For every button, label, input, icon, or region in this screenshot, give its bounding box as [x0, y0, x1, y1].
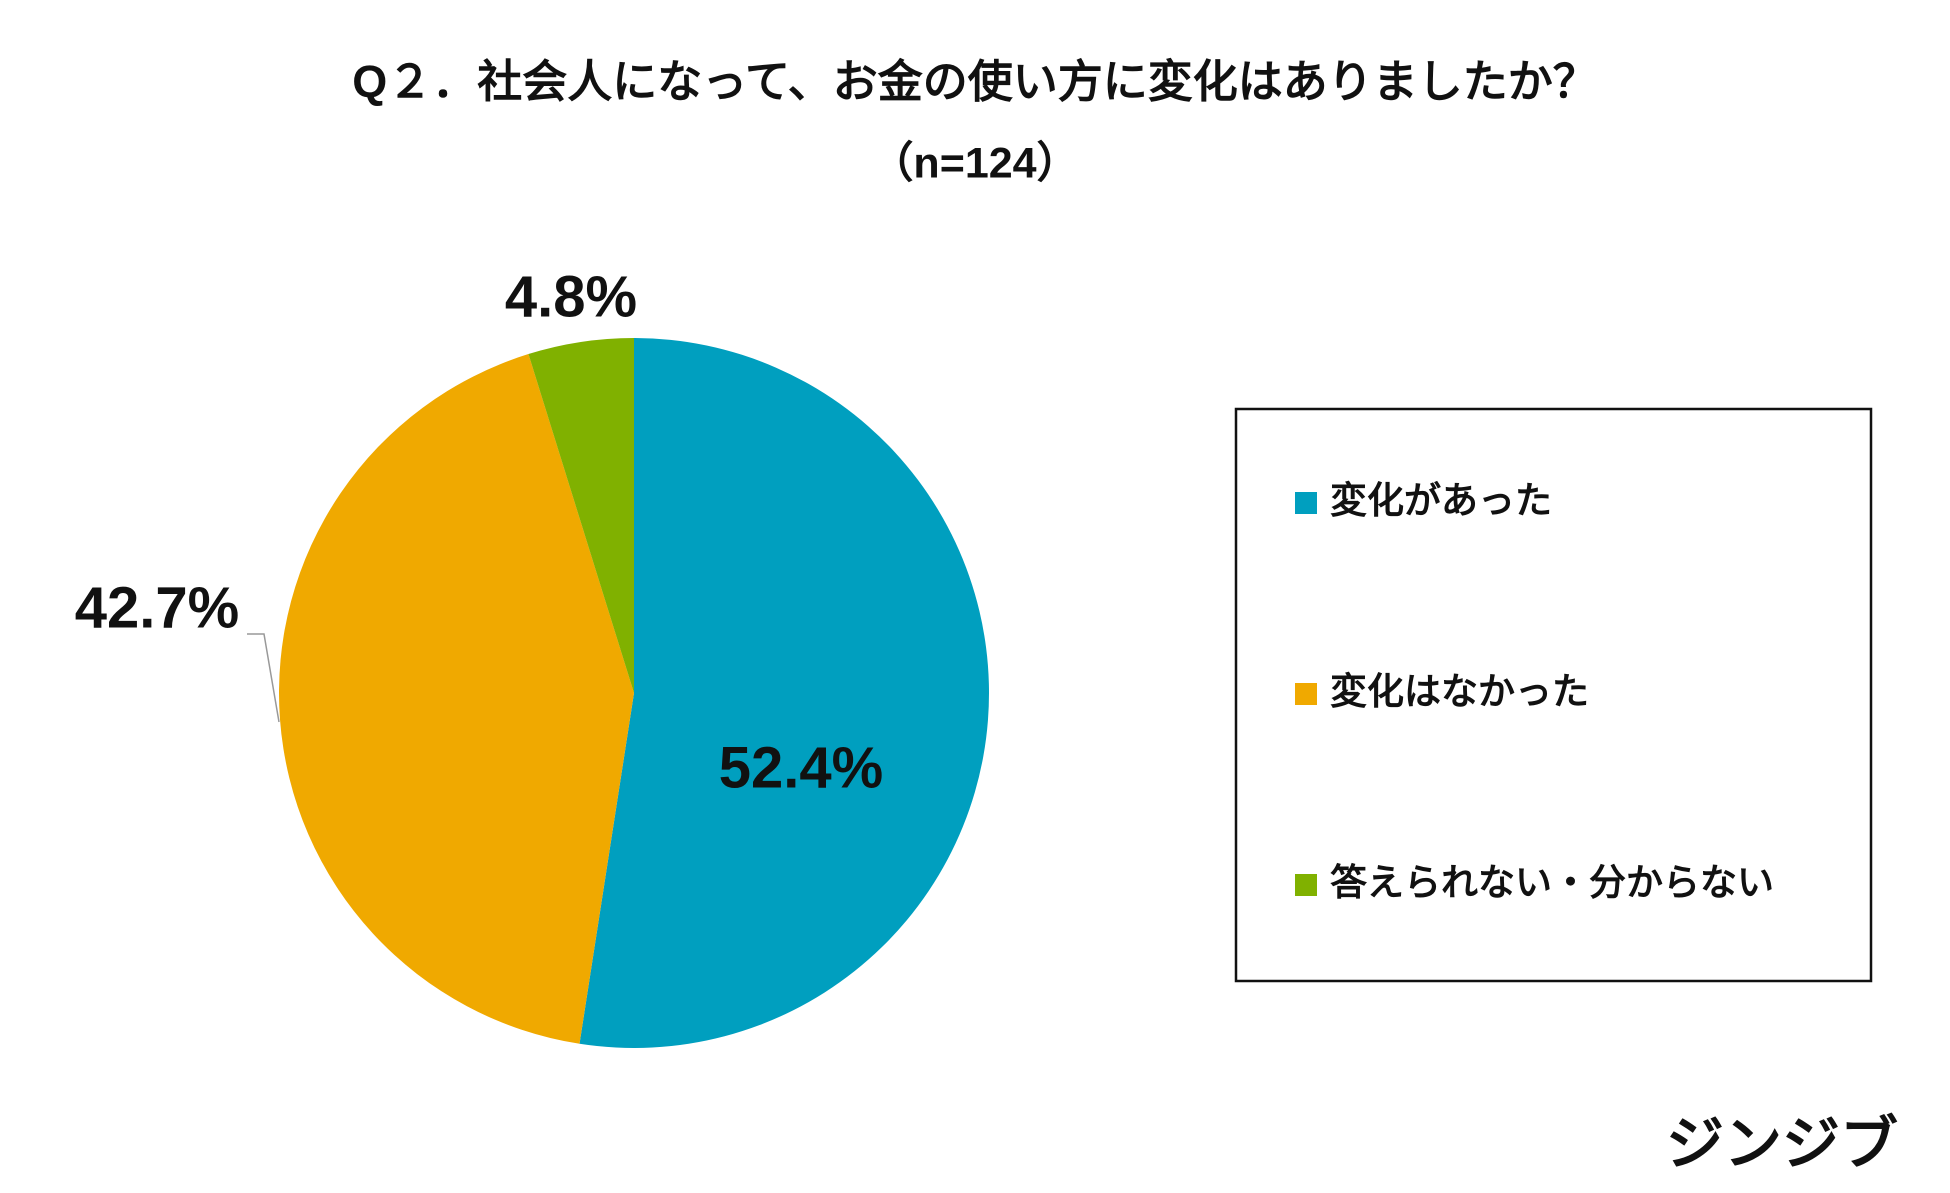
legend-swatch: [1295, 492, 1317, 514]
data-label: 52.4%: [719, 735, 883, 800]
brand-logo: ジンジブ: [1666, 1111, 1898, 1176]
legend-swatch: [1295, 874, 1317, 896]
legend-box: [1234, 407, 1873, 983]
pie-slice: [528, 338, 634, 693]
legend-label: 変化があった: [1330, 479, 1552, 521]
chart-title: Q２．社会人になって、お金の使い方に変化はありましたか？: [352, 56, 1598, 107]
legend-label: 答えられない・分からない: [1330, 862, 1774, 903]
chart-subtitle: （n=124）: [870, 139, 1079, 187]
leader-line: [247, 633, 280, 723]
legend-swatch: [1295, 683, 1317, 705]
data-label: 42.7%: [75, 575, 239, 640]
pie-slice: [579, 338, 990, 1048]
legend-label: 変化はなかった: [1330, 670, 1589, 712]
pie-slice: [279, 354, 634, 1044]
data-label: 4.8%: [505, 264, 637, 329]
